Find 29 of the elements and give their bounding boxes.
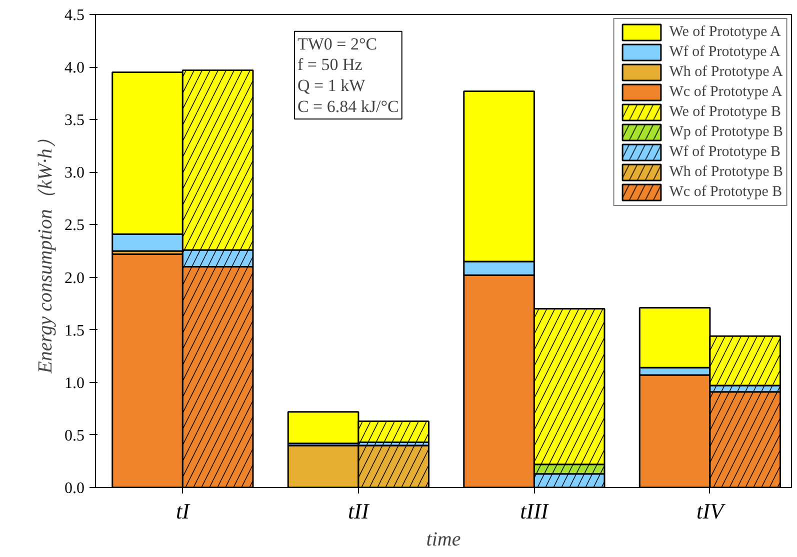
y-axis-title: Energy consumption（kW·h） bbox=[34, 128, 56, 374]
y-tick-label: 0.0 bbox=[64, 480, 84, 497]
legend-label: Wf of Prototype A bbox=[669, 42, 780, 62]
x-axis-title: time bbox=[426, 528, 461, 550]
legend-label: Wp of Prototype B bbox=[669, 122, 783, 142]
legend-label: Wh of Prototype B bbox=[669, 162, 783, 182]
y-tick-label: 3.5 bbox=[64, 112, 84, 130]
legend-label: Wh of Prototype A bbox=[669, 62, 783, 82]
y-tick-label: 0.5 bbox=[64, 427, 84, 444]
y-tick-label: 1.0 bbox=[64, 374, 84, 392]
text: tIV bbox=[696, 498, 726, 524]
legend-label: We of Prototype A bbox=[669, 22, 781, 42]
y-tick-label: 1.5 bbox=[64, 322, 84, 340]
text: tIII bbox=[520, 498, 550, 524]
legend-label: We of Prototype B bbox=[669, 102, 781, 122]
legend-label: Wc of Prototype A bbox=[669, 82, 782, 102]
annotation: f = 50 Hz bbox=[297, 55, 363, 74]
y-tick-label: 4.0 bbox=[64, 60, 84, 77]
annotation: C = 6.84 kJ/°C bbox=[297, 97, 399, 116]
y-tick-label: 2.5 bbox=[64, 217, 84, 234]
annotation: TW0 = 2°C bbox=[297, 34, 378, 54]
y-tick-label: 4.5 bbox=[64, 7, 84, 24]
text: tI bbox=[176, 498, 192, 524]
legend-label: Wf of Prototype B bbox=[669, 142, 780, 162]
legend-label: Wc of Prototype B bbox=[669, 182, 782, 202]
y-tick-label: 2.0 bbox=[64, 270, 84, 287]
y-tick-label: 3.0 bbox=[64, 164, 84, 182]
text: tII bbox=[348, 498, 370, 524]
annotation: Q = 1 kW bbox=[297, 76, 366, 96]
